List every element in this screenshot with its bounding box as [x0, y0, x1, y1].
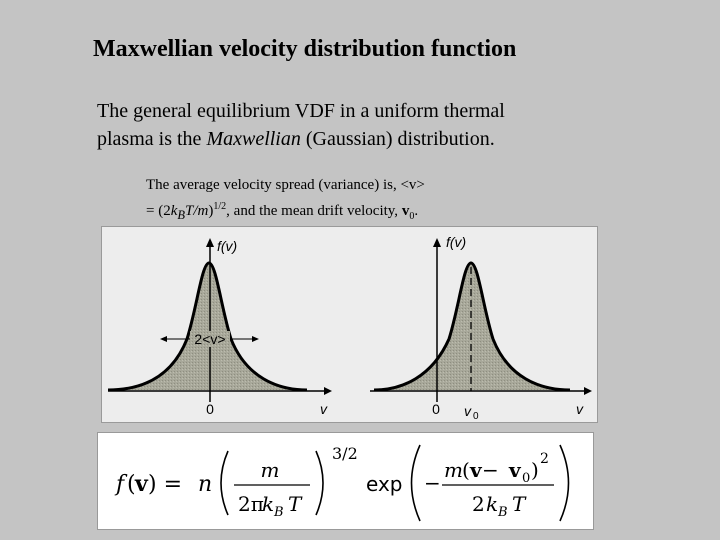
formula-right-paren-2 [559, 444, 570, 522]
formula-frac1-2pi: 2π [238, 492, 264, 516]
left-width-label-bg [190, 331, 230, 347]
formula-lparen: ( [127, 472, 136, 497]
formula-frac2-paren-open: ( [462, 458, 470, 482]
note-exp: 1/2 [213, 201, 227, 212]
left-width-label: 2<v> [194, 331, 225, 347]
intro-text: The general equilibrium VDF in a uniform… [97, 97, 617, 153]
note-zero: 0 [409, 211, 415, 222]
right-drift-sub: 0 [473, 411, 479, 422]
formula-frac1-num: m [261, 458, 280, 482]
formula-left-paren-2 [410, 444, 421, 522]
formula-frac2-m: m [444, 458, 463, 482]
right-gaussian-curve [373, 261, 571, 392]
left-width-arrow-right-icon [252, 336, 259, 342]
formula-frac1-T: T [288, 492, 303, 516]
intro-line-2a: plasma is the [97, 128, 207, 150]
note-k: k [170, 203, 178, 219]
formula-frac2-v0-sub: 0 [522, 471, 530, 486]
note-close: ) [208, 203, 214, 219]
left-y-arrow-icon [206, 238, 214, 247]
maxwellian-formula: f ( v ) = n m 2π k B T 3/2 exp − m ( v −… [97, 432, 594, 530]
formula-svg: f ( v ) = n m 2π k B T 3/2 exp − m ( v −… [114, 444, 570, 522]
note-v: v [401, 203, 410, 219]
right-ylabel: f(v) [446, 234, 466, 250]
note-m: m [197, 203, 209, 219]
intro-maxwellian: Maxwellian [206, 128, 301, 150]
formula-frac2-v: v [469, 458, 483, 482]
note-B: B [177, 208, 186, 222]
formula-rparen-eq: ) = [148, 472, 182, 497]
formula-right-paren-1 [315, 450, 324, 516]
left-x-arrow-icon [324, 387, 332, 395]
formula-frac2-k: k [486, 492, 498, 516]
formula-n: n [198, 472, 212, 497]
right-origin-label: 0 [432, 401, 440, 417]
formula-left-paren-1 [220, 450, 229, 516]
formula-frac1-k: k [262, 492, 274, 516]
right-drift-label: v [464, 403, 472, 419]
right-plot: f(v) 0 v 0 v [370, 234, 592, 422]
variance-note: The average velocity spread (variance) i… [146, 175, 566, 227]
left-gaussian-curve [107, 261, 308, 392]
formula-frac1-B: B [273, 505, 284, 520]
distribution-figure: 2<v> f(v) 0 v f(v) 0 v 0 v [101, 226, 598, 423]
right-x-arrow-icon [584, 387, 592, 395]
formula-v: v [134, 471, 149, 497]
left-plot: 2<v> f(v) 0 v [107, 238, 332, 417]
right-y-arrow-icon [433, 238, 441, 247]
slide-title: Maxwellian velocity distribution functio… [93, 36, 517, 62]
formula-frac2-two: 2 [472, 492, 485, 516]
formula-frac2-minus: − [482, 458, 499, 482]
formula-power: 3/2 [332, 444, 358, 463]
distribution-figure-svg: 2<v> f(v) 0 v f(v) 0 v 0 v [107, 234, 592, 422]
left-ylabel: f(v) [217, 238, 237, 254]
left-width-arrow-left-icon [160, 336, 167, 342]
right-xlabel: v [576, 401, 584, 417]
formula-exp: exp [366, 472, 402, 496]
formula-f: f [114, 472, 128, 497]
note-b: = (2 [146, 203, 171, 219]
note-c: , and the mean drift velocity, [226, 203, 402, 219]
note-a: The average velocity spread (variance) i… [146, 177, 425, 193]
formula-frac2-T: T [512, 492, 527, 516]
note-T: T [185, 203, 194, 219]
formula-frac2-paren-close: ) [531, 458, 539, 482]
left-xlabel: v [320, 401, 328, 417]
formula-frac2-B: B [497, 505, 508, 520]
formula-frac2-sq: 2 [540, 451, 549, 467]
intro-line-2b: (Gaussian) distribution. [300, 128, 495, 150]
right-gaussian-fill [374, 263, 570, 390]
note-slash: / [193, 203, 198, 219]
intro-line-1: The general equilibrium VDF in a uniform… [97, 100, 505, 122]
note-period: . [414, 203, 419, 219]
left-gaussian-fill [108, 263, 307, 390]
formula-minus: − [424, 471, 441, 495]
formula-frac2-v0: v [508, 458, 522, 482]
left-origin-label: 0 [206, 401, 214, 417]
